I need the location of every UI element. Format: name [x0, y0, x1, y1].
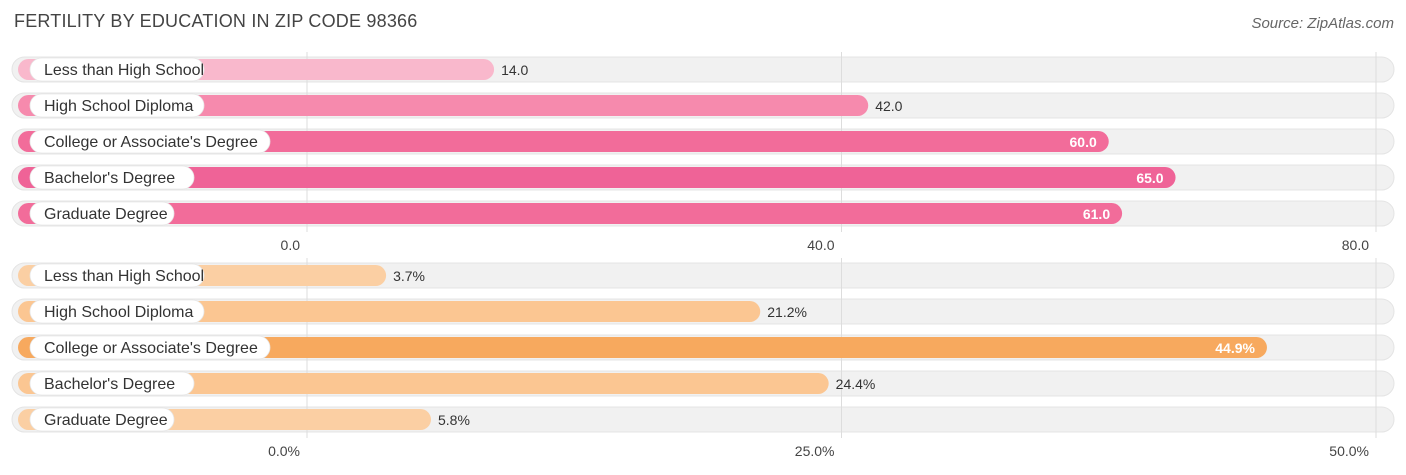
value-label: 5.8%	[438, 412, 470, 428]
category-pill	[29, 165, 195, 190]
category-pill	[29, 371, 195, 396]
value-label: 24.4%	[836, 376, 876, 392]
category-label: Less than High School	[44, 268, 204, 285]
tick-label: 0.0%	[268, 443, 300, 459]
bar-graduate-degree	[18, 203, 1123, 224]
value-label: 21.2%	[767, 304, 807, 320]
tick-label: 25.0%	[795, 443, 835, 459]
value-label: 3.7%	[393, 268, 425, 284]
category-pill	[29, 93, 205, 118]
bar-high-school-diploma	[18, 95, 869, 116]
category-pill	[29, 263, 205, 288]
chart-title: FERTILITY BY EDUCATION IN ZIP CODE 98366	[14, 11, 418, 31]
category-label: College or Associate's Degree	[44, 340, 258, 357]
category-pill	[29, 335, 271, 360]
value-label: 14.0	[501, 62, 528, 78]
category-pill	[29, 57, 205, 82]
category-label: Graduate Degree	[44, 412, 168, 429]
value-label: 61.0	[1083, 206, 1110, 222]
value-label: 65.0	[1136, 170, 1163, 186]
category-label: High School Diploma	[44, 98, 194, 115]
bar-high-school-diploma	[18, 301, 761, 322]
category-pill	[29, 407, 175, 432]
category-label: Bachelor's Degree	[44, 170, 175, 187]
category-label: High School Diploma	[44, 304, 194, 321]
bar-bachelor-s-degree	[18, 373, 829, 394]
value-label: 42.0	[875, 98, 902, 114]
category-pill	[29, 299, 205, 324]
category-label: College or Associate's Degree	[44, 134, 258, 151]
value-label: 60.0	[1070, 134, 1097, 150]
bar-college-or-associate-s-degree	[18, 131, 1109, 152]
category-label: Bachelor's Degree	[44, 376, 175, 393]
tick-label: 0.0	[281, 237, 301, 253]
category-pill	[29, 201, 175, 226]
chart-panel-1: Less than High School 14.0 High School Dip…	[11, 52, 1395, 253]
chart-panel-2: Less than High School 3.7% High School Dip…	[11, 258, 1395, 459]
bar-bachelor-s-degree	[18, 167, 1176, 188]
value-label: 44.9%	[1215, 340, 1255, 356]
bar-college-or-associate-s-degree	[18, 337, 1267, 358]
tick-label: 80.0	[1342, 237, 1369, 253]
source-note: Source: ZipAtlas.com	[1251, 15, 1394, 32]
category-pill	[29, 129, 271, 154]
tick-label: 50.0%	[1329, 443, 1369, 459]
category-label: Less than High School	[44, 62, 204, 79]
category-label: Graduate Degree	[44, 206, 168, 223]
tick-label: 40.0	[807, 237, 834, 253]
